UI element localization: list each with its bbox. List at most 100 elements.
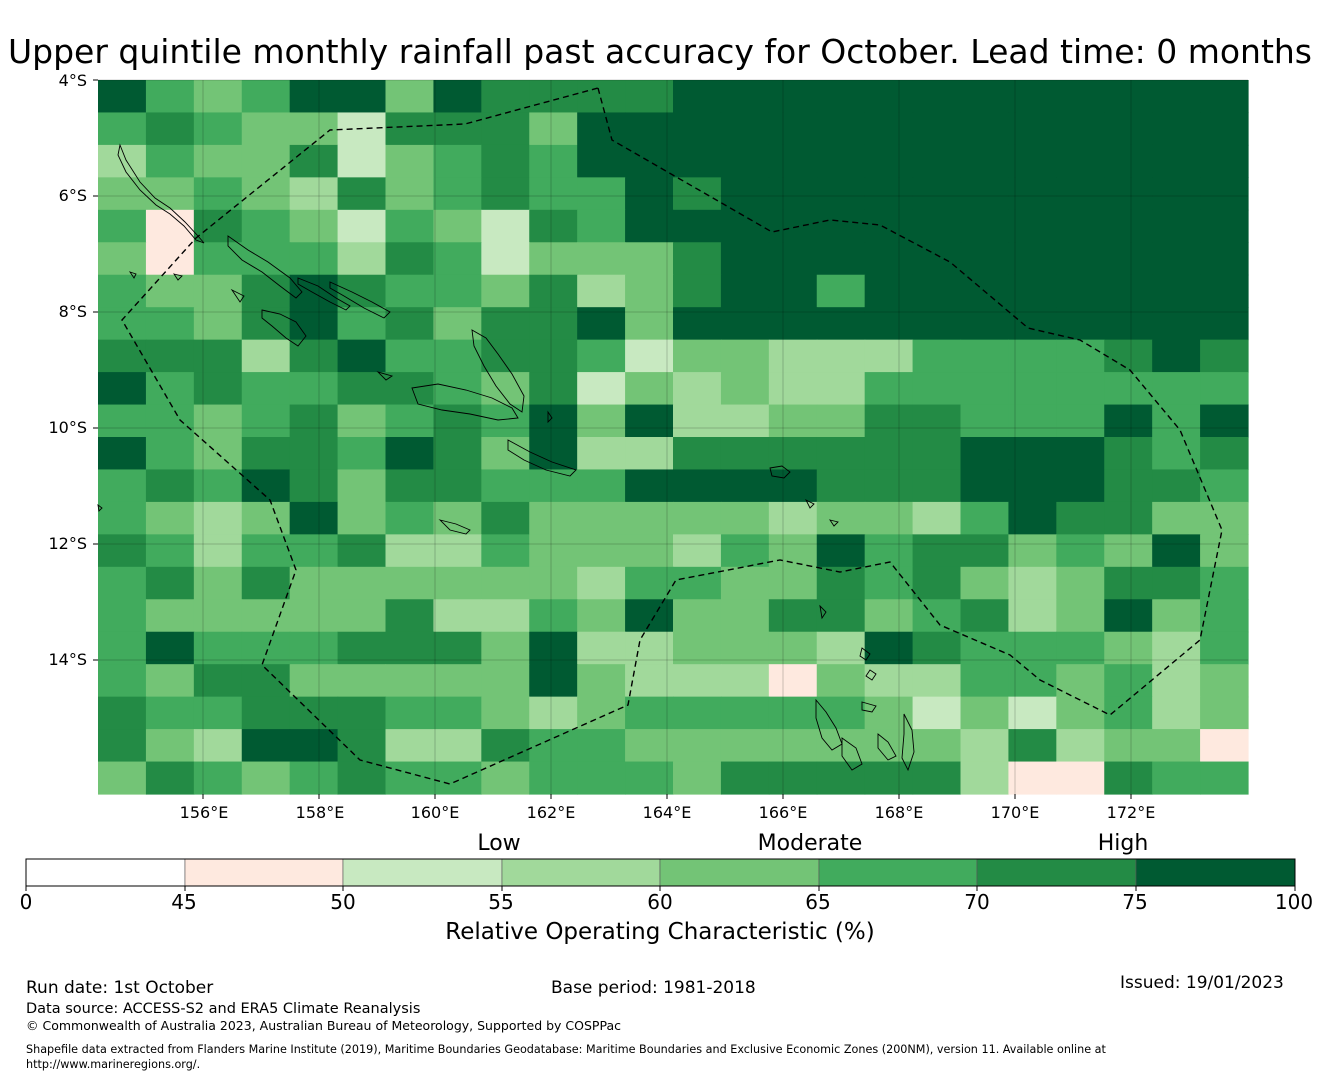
copyright: © Commonwealth of Australia 2023, Austra…: [26, 1018, 621, 1033]
grid-cell: [1152, 80, 1201, 114]
lat-label: 8°S: [58, 302, 87, 321]
grid-cell: [529, 144, 578, 178]
grid-cell: [433, 664, 482, 698]
colorbar-segment: [25, 858, 186, 887]
grid-cell: [145, 177, 195, 211]
grid-cell: [481, 729, 530, 763]
grid-cell: [816, 274, 866, 308]
grid-cell: [1056, 631, 1105, 665]
grid-cell: [1152, 274, 1201, 308]
chart-title: Upper quintile monthly rainfall past acc…: [7, 32, 1312, 71]
coastline-torres: [865, 669, 877, 681]
grid-cell: [816, 599, 866, 633]
grid-cell: [433, 274, 482, 308]
grid-cell: [98, 696, 147, 730]
grid-cell: [433, 307, 482, 341]
colorbar-segment: [342, 858, 503, 887]
grid-cell: [816, 209, 866, 243]
grid-cell: [1200, 274, 1249, 308]
grid-cell: [864, 696, 914, 730]
grid-cell: [145, 307, 195, 341]
grid-cell: [529, 209, 578, 243]
grid-cell: [481, 761, 530, 795]
grid-cell: [625, 242, 674, 276]
grid-cell: [960, 339, 1010, 373]
grid-cell: [433, 144, 482, 178]
grid-cell: [289, 144, 339, 178]
grid-cell: [912, 274, 962, 308]
grid-cell: [1056, 761, 1105, 795]
grid-cell: [1008, 274, 1057, 308]
grid-cell: [577, 761, 626, 795]
lon-label: 166°E: [758, 803, 808, 822]
grid-cell: [1056, 501, 1105, 535]
axis-ticks: [93, 79, 1132, 799]
grid-cell: [864, 664, 914, 698]
grid-cell: [433, 729, 482, 763]
grid-cell: [960, 631, 1010, 665]
grid-cell: [481, 274, 530, 308]
grid-cell: [193, 112, 243, 146]
grid-cell: [241, 372, 291, 406]
grid-cell: [433, 696, 482, 730]
grid-cell: [337, 631, 387, 665]
grid-cell: [816, 372, 866, 406]
grid-cell: [768, 209, 818, 243]
grid-cell: [98, 437, 147, 471]
grid-cell: [385, 242, 435, 276]
grid-cell: [433, 469, 482, 503]
grid-cell: [912, 534, 962, 568]
grid-cell: [289, 761, 339, 795]
coastline-guadalcanal: [411, 383, 519, 421]
grid-cell: [145, 501, 195, 535]
grid-cell: [1056, 469, 1105, 503]
grid-cell: [1008, 209, 1057, 243]
colorbar-tick: 100: [1274, 890, 1314, 914]
grid-cell: [145, 404, 195, 438]
grid-cell: [337, 437, 387, 471]
grid-cell: [241, 274, 291, 308]
grid-cell: [864, 729, 914, 763]
grid-cell: [1152, 761, 1201, 795]
grid-cell: [1056, 177, 1105, 211]
grid-cell: [385, 404, 435, 438]
grid-cell: [577, 566, 626, 600]
grid-cell: [1200, 534, 1249, 568]
grid-cell: [960, 566, 1010, 600]
grid-cell: [912, 501, 962, 535]
grid-cell: [1152, 437, 1201, 471]
grid-cell: [720, 469, 770, 503]
grid-cell: [1008, 144, 1057, 178]
grid-cell: [912, 80, 962, 114]
grid-cell: [768, 437, 818, 471]
grid-cell: [241, 729, 291, 763]
grid-cell: [577, 80, 626, 114]
grid-cell: [625, 144, 674, 178]
grid-cell: [98, 664, 147, 698]
grid-cell: [241, 209, 291, 243]
grid-cell: [960, 209, 1010, 243]
grid-cell: [1152, 534, 1201, 568]
grid-cell: [673, 534, 722, 568]
grid-cell: [1008, 307, 1057, 341]
grid-cell: [577, 437, 626, 471]
grid-cell: [1200, 144, 1249, 178]
grid-cell: [768, 112, 818, 146]
grid-cell: [481, 80, 530, 114]
coastline-santa-isabel: [329, 281, 391, 319]
colorbar-tick: 45: [171, 890, 197, 914]
grid-cell: [1200, 469, 1249, 503]
grid-cell: [673, 307, 722, 341]
grid-cell: [1104, 242, 1153, 276]
grid-cell: [385, 534, 435, 568]
grid-cell: [241, 339, 291, 373]
grid-cell: [768, 242, 818, 276]
grid-cell: [912, 631, 962, 665]
grid-cell: [1056, 80, 1105, 114]
grid-cell: [481, 501, 530, 535]
grid-cell: [625, 209, 674, 243]
grid-cell: [673, 729, 722, 763]
colorbar-title: Relative Operating Characteristic (%): [445, 919, 875, 945]
grid-cell: [816, 664, 866, 698]
grid-cell: [768, 307, 818, 341]
